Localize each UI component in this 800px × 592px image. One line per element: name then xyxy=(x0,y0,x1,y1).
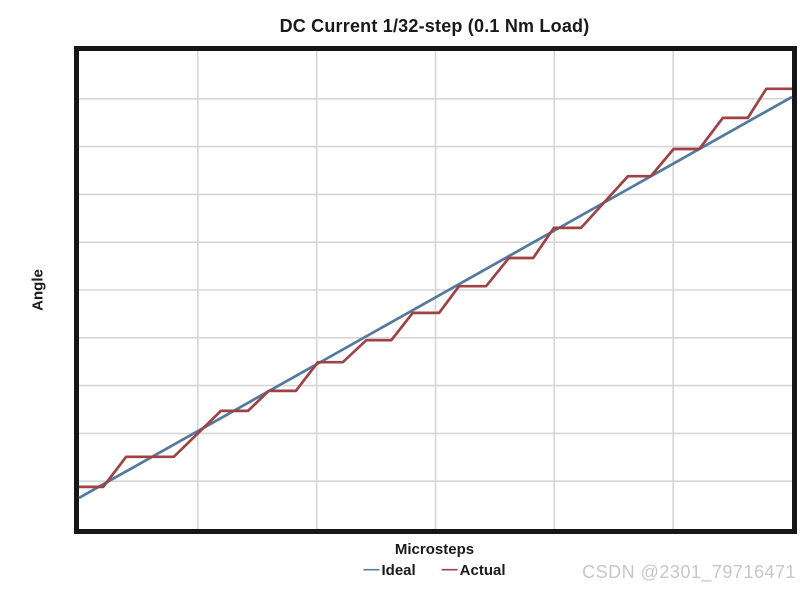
legend-line-swatch-ideal: — xyxy=(363,560,380,578)
plot-area xyxy=(74,46,797,534)
legend: — Ideal — Actual xyxy=(78,560,791,579)
legend-label-ideal: Ideal xyxy=(381,562,416,579)
watermark: CSDN @2301_79716471 xyxy=(582,562,796,582)
legend-item-actual: — Actual xyxy=(441,560,506,579)
series-line-ideal xyxy=(78,95,793,500)
x-axis-label: Microsteps xyxy=(394,541,475,558)
chart-canvas xyxy=(78,51,793,529)
legend-line-swatch-actual: — xyxy=(441,560,458,578)
series-line-actual xyxy=(79,87,792,489)
y-axis-label: Angle xyxy=(29,269,47,311)
chart-title: DC Current 1/32-step (0.1 Nm Load) xyxy=(279,16,590,36)
legend-label-actual: Actual xyxy=(459,562,506,579)
legend-item-ideal: — Ideal xyxy=(363,560,416,579)
